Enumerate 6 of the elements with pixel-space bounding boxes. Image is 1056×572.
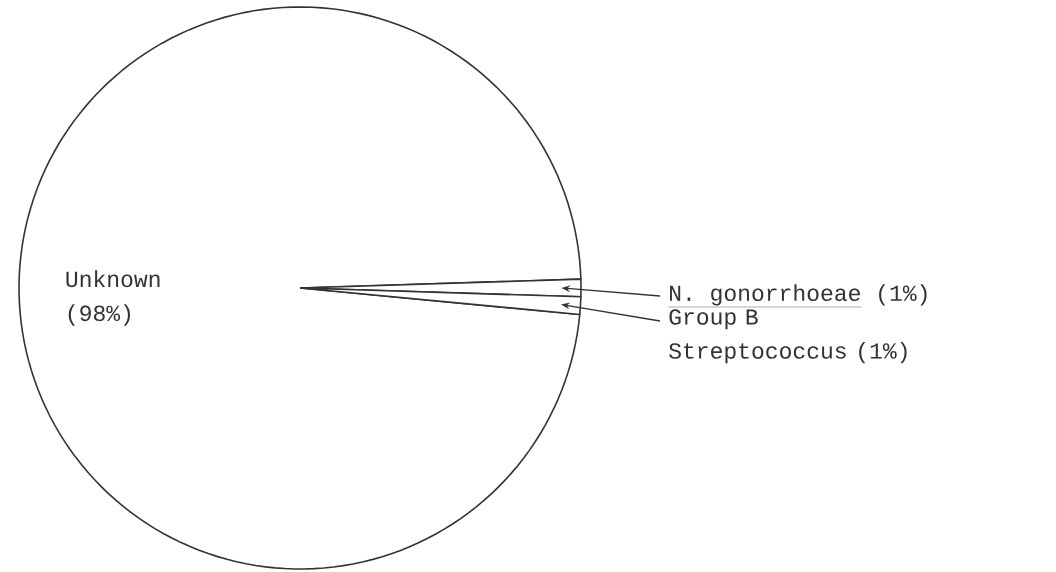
slice-label: N. gonorrhoeae: [670, 284, 860, 306]
data-label: (1%): [859, 341, 907, 364]
slice-label: Unknown: [66, 270, 160, 288]
data-label: (1%): [879, 284, 927, 306]
slice-label: Group B Streptococcus: [669, 309, 846, 364]
data-label: (98%): [68, 304, 131, 326]
